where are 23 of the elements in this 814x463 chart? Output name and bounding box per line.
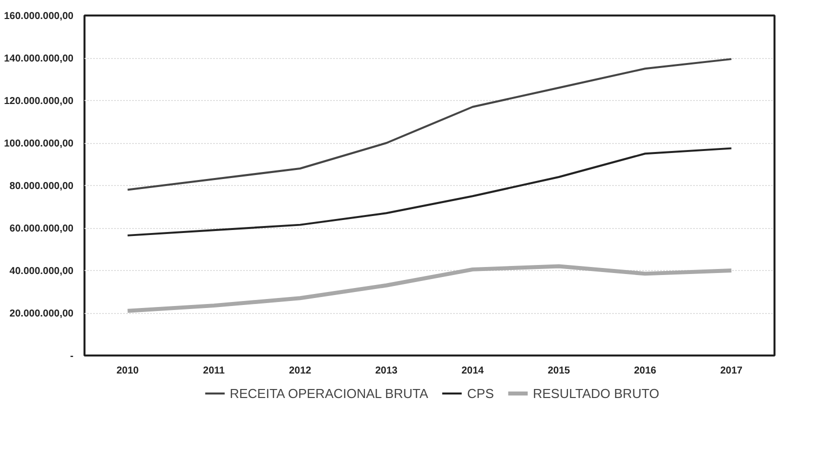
line-series <box>126 264 734 313</box>
legend-label: RESULTADO BRUTO <box>532 386 660 400</box>
x-tick-label: 2016 <box>634 366 657 376</box>
line-series <box>126 147 732 236</box>
x-tick-label: 2010 <box>116 366 140 376</box>
y-tick-label: - <box>70 351 74 362</box>
y-tick-label: 80.000.000,00 <box>10 181 74 192</box>
x-tick-label: 2012 <box>289 366 312 376</box>
y-tick-label: 60.000.000,00 <box>10 224 74 234</box>
x-tick-label: 2015 <box>548 366 570 376</box>
x-tick-label: 2017 <box>720 366 743 376</box>
x-tick-label: 2014 <box>462 366 484 376</box>
x-tick-label: 2011 <box>203 366 226 376</box>
legend-label: RECEITA OPERACIONAL BRUTA <box>230 386 428 400</box>
line-series <box>126 58 732 191</box>
x-tick-label: 2013 <box>375 366 398 376</box>
y-tick-label: 20.000.000,00 <box>10 308 74 320</box>
y-tick-label: 140.000.000,00 <box>4 54 74 64</box>
y-tick-label: 160.000.000,00 <box>4 11 74 22</box>
y-tick-label: 100.000.000,00 <box>4 138 74 150</box>
y-tick-label: 40.000.000,00 <box>10 266 74 277</box>
legend-label: CPS <box>467 386 494 400</box>
y-tick-label: 120.000.000,00 <box>4 96 74 107</box>
